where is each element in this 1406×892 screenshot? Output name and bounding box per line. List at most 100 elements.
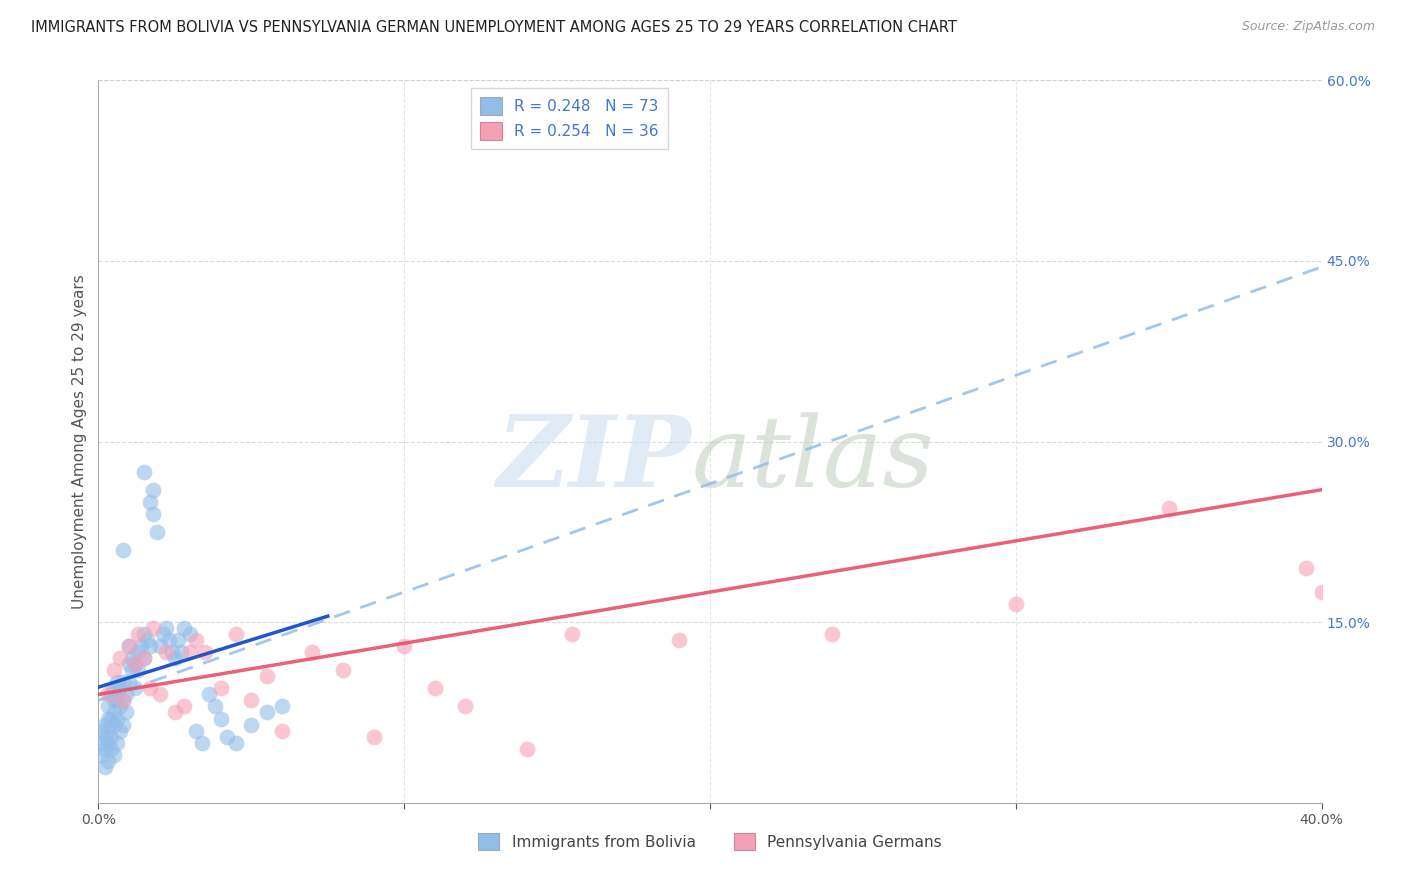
Point: [103, 681, 125, 696]
Text: IMMIGRANTS FROM BOLIVIA VS PENNSYLVANIA GERMAN UNEMPLOYMENT AMONG AGES 25 TO 29 : IMMIGRANTS FROM BOLIVIA VS PENNSYLVANIA …: [31, 20, 957, 35]
Point: [142, 507, 165, 521]
Point: [105, 712, 128, 726]
Point: [111, 693, 134, 707]
Point: [93, 760, 115, 774]
Point: [173, 699, 195, 714]
Point: [215, 730, 238, 744]
Point: [821, 627, 844, 641]
Point: [155, 645, 177, 659]
Point: [240, 693, 263, 707]
Point: [118, 639, 141, 653]
Point: [179, 627, 201, 641]
Point: [332, 664, 354, 678]
Point: [209, 681, 232, 696]
Point: [90, 723, 112, 738]
Point: [139, 681, 162, 696]
Point: [270, 699, 292, 714]
Point: [124, 681, 146, 696]
Point: [97, 712, 120, 726]
Point: [90, 735, 112, 749]
Point: [90, 747, 112, 762]
Point: [163, 706, 186, 720]
Point: [423, 681, 446, 696]
Point: [186, 723, 208, 738]
Point: [100, 741, 122, 756]
Point: [127, 664, 149, 678]
Point: [118, 639, 141, 653]
Point: [93, 717, 115, 731]
Point: [145, 524, 167, 539]
Point: [103, 747, 125, 762]
Point: [163, 651, 186, 665]
Point: [270, 723, 292, 738]
Point: [111, 542, 134, 557]
Point: [454, 699, 477, 714]
Point: [115, 706, 138, 720]
Point: [103, 664, 125, 678]
Point: [157, 633, 180, 648]
Point: [152, 627, 174, 641]
Point: [134, 651, 156, 665]
Point: [127, 627, 149, 641]
Point: [139, 494, 162, 508]
Point: [240, 717, 263, 731]
Point: [142, 621, 165, 635]
Point: [167, 633, 190, 648]
Point: [256, 669, 278, 683]
Point: [256, 706, 278, 720]
Point: [134, 627, 156, 641]
Point: [160, 645, 183, 659]
Point: [108, 699, 131, 714]
Point: [100, 712, 122, 726]
Point: [186, 633, 208, 648]
Point: [194, 645, 217, 659]
Point: [136, 633, 159, 648]
Point: [124, 657, 146, 672]
Point: [668, 633, 690, 648]
Point: [516, 741, 538, 756]
Point: [1004, 597, 1026, 611]
Point: [97, 754, 120, 768]
Point: [363, 730, 385, 744]
Point: [118, 657, 141, 672]
Point: [93, 730, 115, 744]
Point: [301, 645, 323, 659]
Point: [105, 693, 128, 707]
Point: [105, 675, 128, 690]
Point: [204, 699, 226, 714]
Point: [173, 621, 195, 635]
Text: Source: ZipAtlas.com: Source: ZipAtlas.com: [1241, 20, 1375, 33]
Point: [225, 627, 247, 641]
Point: [103, 693, 125, 707]
Text: ZIP: ZIP: [496, 411, 692, 508]
Point: [155, 621, 177, 635]
Point: [170, 645, 193, 659]
Point: [127, 645, 149, 659]
Point: [225, 735, 247, 749]
Point: [93, 741, 115, 756]
Point: [97, 735, 120, 749]
Point: [111, 693, 134, 707]
Point: [179, 645, 201, 659]
Point: [97, 687, 120, 701]
Point: [134, 465, 156, 479]
Point: [100, 687, 122, 701]
Point: [111, 717, 134, 731]
Point: [124, 657, 146, 672]
Point: [103, 717, 125, 731]
Point: [561, 627, 583, 641]
Point: [1310, 585, 1333, 599]
Point: [209, 712, 232, 726]
Point: [103, 706, 125, 720]
Point: [1157, 500, 1180, 515]
Y-axis label: Unemployment Among Ages 25 to 29 years: Unemployment Among Ages 25 to 29 years: [72, 274, 87, 609]
Point: [139, 639, 162, 653]
Point: [118, 675, 141, 690]
Point: [191, 735, 214, 749]
Text: atlas: atlas: [692, 412, 935, 508]
Point: [121, 664, 143, 678]
Point: [142, 483, 165, 497]
Legend: Immigrants from Bolivia, Pennsylvania Germans: Immigrants from Bolivia, Pennsylvania Ge…: [472, 827, 948, 856]
Point: [108, 681, 131, 696]
Point: [129, 639, 152, 653]
